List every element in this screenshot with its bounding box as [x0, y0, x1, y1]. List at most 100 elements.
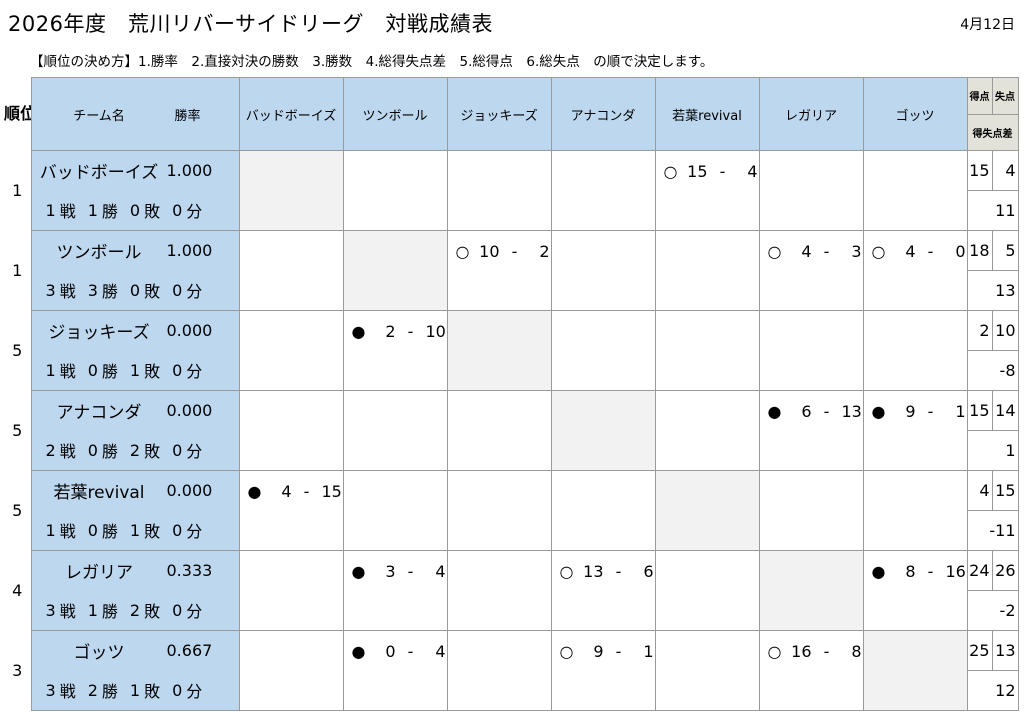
games-label: 戦 [59, 682, 76, 702]
losses-label: 敗 [144, 362, 161, 382]
draws-count: 0 [172, 600, 183, 620]
wins-label: 勝 [101, 682, 118, 702]
wins-label: 勝 [101, 202, 118, 222]
result-cell: ○ 10 - 2 [446, 230, 552, 311]
games-count: 3 [45, 600, 56, 620]
point-diff: 13 [966, 270, 1019, 311]
games-label: 戦 [59, 442, 76, 462]
empty-result-cell [446, 630, 552, 711]
result-cell: ○ 16 - 8 [758, 630, 864, 711]
empty-result-cell [238, 390, 344, 471]
result-cell: ● 8 - 16 [862, 550, 968, 631]
score-dash: - [511, 242, 518, 261]
empty-result-cell [238, 310, 344, 391]
team-name: ツンボール [56, 243, 142, 264]
empty-result-cell [862, 470, 968, 551]
rank-cell: 5 [12, 341, 23, 360]
score-for: 8 [905, 562, 916, 581]
opponent-header: ゴッツ [862, 77, 968, 151]
draws-label: 分 [186, 442, 203, 462]
points-for: 24 [966, 550, 993, 591]
games-count: 1 [45, 360, 56, 380]
losses-label: 敗 [144, 282, 161, 302]
team-cell: ツンボール 1.000 [30, 230, 240, 271]
result-mark: ○ [663, 162, 678, 181]
score-dash: - [823, 242, 830, 261]
team-name-header: チーム名 [73, 108, 125, 124]
points-for: 18 [966, 230, 993, 271]
point-diff: -8 [966, 350, 1019, 391]
win-rate: 1.000 [166, 161, 213, 181]
opponent-header: バッドボーイズ [238, 77, 344, 151]
wins-label: 勝 [101, 282, 118, 302]
losses-label: 敗 [144, 522, 161, 542]
score-dash: - [927, 402, 934, 421]
self-cell [550, 390, 656, 471]
result-cell: ● 9 - 1 [862, 390, 968, 471]
empty-result-cell [862, 310, 968, 391]
win-rate: 0.667 [166, 641, 213, 661]
losses-count: 0 [129, 200, 141, 220]
draws-count: 0 [172, 680, 183, 700]
ranking-rule: 【順位の決め方】1.勝率 2.直接対決の勝数 3.勝数 4.総得失点差 5.総得… [30, 54, 714, 70]
team-cell: 若葉revival 0.000 [30, 470, 240, 511]
games-label: 戦 [59, 202, 76, 222]
rank-cell: 3 [12, 661, 23, 680]
standings-table: 順位 チーム名 勝率 バッドボーイズ ツンボール ジョッキーズ アナコンダ 若葉r… [4, 77, 1019, 711]
team-name: アナコンダ [56, 403, 142, 424]
team-row: 5 若葉revival 0.000 ● 4 - 15 4 15 [4, 470, 1019, 551]
self-cell [446, 310, 552, 391]
result-cell: ○ 13 - 6 [550, 550, 656, 631]
score-dash: - [303, 482, 310, 501]
wins-label: 勝 [101, 602, 118, 622]
result-cell: ○ 4 - 0 [862, 230, 968, 311]
score-against: 6 [643, 562, 654, 581]
draws-count: 0 [172, 440, 183, 460]
empty-result-cell [654, 230, 760, 311]
point-diff: 11 [966, 190, 1019, 231]
losses-label: 敗 [144, 442, 161, 462]
losses-count: 1 [129, 360, 141, 380]
points-against-header: 失点 [991, 77, 1019, 115]
score-for: 10 [479, 242, 500, 261]
score-against: 1 [955, 402, 966, 421]
result-mark: ○ [767, 642, 782, 661]
score-against: 10 [425, 322, 446, 341]
losses-count: 1 [129, 520, 141, 540]
team-row: 3 ゴッツ 0.667 ● 0 - 4 ○ 9 - 1 [4, 630, 1019, 711]
score-against: 16 [945, 562, 966, 581]
draws-count: 0 [172, 520, 183, 540]
result-mark: ○ [871, 242, 886, 261]
score-against: 2 [539, 242, 550, 261]
empty-result-cell [342, 470, 448, 551]
points-against: 13 [991, 630, 1019, 671]
empty-result-cell [238, 550, 344, 631]
rank-cell: 1 [12, 181, 23, 200]
score-against: 15 [321, 482, 342, 501]
score-against: 3 [851, 242, 862, 261]
points-for: 15 [966, 150, 993, 191]
score-for: 0 [385, 642, 396, 661]
team-row: 4 レガリア 0.333 ● 3 - 4 ○ 13 - 6 [4, 550, 1019, 631]
result-mark: ● [871, 402, 886, 421]
score-for: 16 [791, 642, 812, 661]
games-label: 戦 [59, 282, 76, 302]
opponent-header: ツンボール [342, 77, 448, 151]
point-diff: 12 [966, 670, 1019, 711]
losses-count: 2 [129, 440, 141, 460]
draws-label: 分 [186, 362, 203, 382]
empty-result-cell [550, 150, 656, 231]
result-mark: ○ [559, 642, 574, 661]
self-cell [342, 230, 448, 311]
result-cell: ● 4 - 15 [238, 470, 344, 551]
games-count: 3 [45, 680, 56, 700]
empty-result-cell [550, 230, 656, 311]
score-dash: - [823, 642, 830, 661]
result-cell: ○ 4 - 3 [758, 230, 864, 311]
result-cell: ● 6 - 13 [758, 390, 864, 471]
rank-header: 順位 [4, 104, 31, 123]
